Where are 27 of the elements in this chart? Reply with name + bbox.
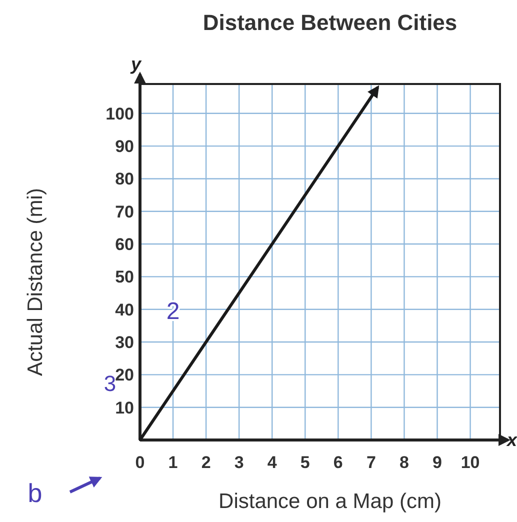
y-tick-label: 20 bbox=[115, 366, 134, 385]
y-tick-label: 40 bbox=[115, 300, 134, 320]
x-tick-label: 2 bbox=[201, 453, 211, 472]
text: y bbox=[130, 54, 142, 74]
x-tick-label: 9 bbox=[432, 453, 442, 472]
x-tick-label: 1 bbox=[168, 453, 178, 472]
y-tick-label: 100 bbox=[106, 104, 134, 124]
y-tick-label: 50 bbox=[115, 268, 134, 287]
y-tick-label: 90 bbox=[115, 137, 134, 156]
text: b bbox=[28, 478, 42, 508]
text: 3 bbox=[104, 371, 116, 396]
y-axis-title: Actual Distance (mi) bbox=[24, 188, 47, 376]
x-tick-label: 3 bbox=[234, 453, 244, 472]
x-tick-label: 8 bbox=[399, 453, 409, 472]
y-tick-label: 60 bbox=[115, 235, 134, 254]
x-tick-label: 7 bbox=[366, 453, 376, 472]
x-tick-label: 0 bbox=[135, 453, 145, 472]
y-tick-label: 10 bbox=[115, 398, 134, 418]
x-tick-label: 10 bbox=[460, 453, 480, 472]
y-tick-label: 30 bbox=[115, 333, 134, 352]
chart-title: Distance Between Cities bbox=[202, 10, 458, 35]
y-tick-label: 70 bbox=[115, 202, 134, 222]
x-tick-label: 6 bbox=[333, 453, 343, 472]
x-axis-title: Distance on a Map (cm) bbox=[218, 490, 442, 513]
x-tick-label: 4 bbox=[267, 453, 278, 472]
x-tick-label: 5 bbox=[300, 453, 310, 472]
y-tick-label: 80 bbox=[115, 170, 134, 189]
